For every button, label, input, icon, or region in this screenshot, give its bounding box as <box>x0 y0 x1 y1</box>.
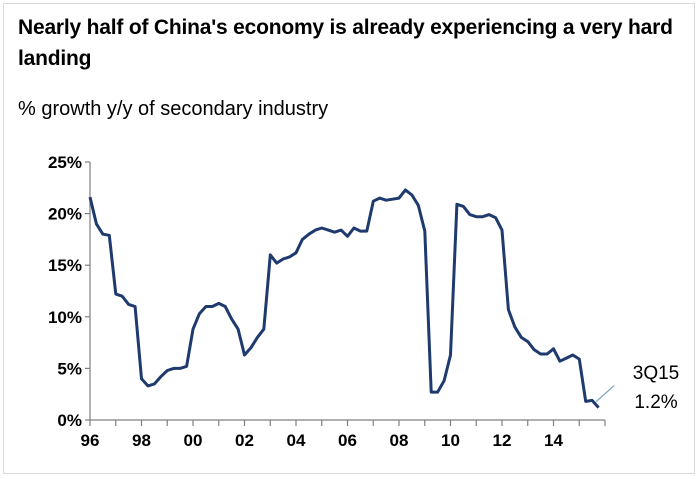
y-tick-label: 25% <box>48 153 82 172</box>
y-tick-label: 0% <box>57 411 82 430</box>
chart-frame <box>3 3 695 474</box>
x-tick-label: 00 <box>184 431 203 450</box>
annotation-label-value: 1.2% <box>634 392 677 413</box>
y-tick-label: 5% <box>57 359 82 378</box>
chart-title: Nearly half of China's economy is alread… <box>18 16 673 70</box>
annotation-label-period: 3Q15 <box>633 363 679 384</box>
x-tick-label: 04 <box>287 431 306 450</box>
x-tick-label: 08 <box>390 431 409 450</box>
annotation-leader-line <box>595 385 615 403</box>
x-tick-label: 06 <box>338 431 357 450</box>
y-tick-label: 10% <box>48 308 82 327</box>
y-axis-ticks: 0% 5% 10% 15% 20% 25% <box>48 153 90 430</box>
x-tick-label: 96 <box>81 431 100 450</box>
y-tick-label: 20% <box>48 205 82 224</box>
chart-axes <box>89 162 605 421</box>
chart-subtitle: % growth y/y of secondary industry <box>18 98 329 120</box>
series-line-growth <box>88 188 600 409</box>
x-tick-label: 02 <box>235 431 254 450</box>
x-tick-label: 12 <box>493 431 512 450</box>
y-tick-label: 15% <box>48 256 82 275</box>
annotation-layer: 3Q15 1.2% <box>595 363 679 413</box>
series-layer <box>88 188 600 409</box>
x-tick-label: 14 <box>544 431 563 450</box>
x-tick-label: 10 <box>441 431 460 450</box>
x-tick-label: 98 <box>132 431 151 450</box>
x-axis-ticks: 96 98 00 02 04 06 08 10 12 14 <box>81 420 606 450</box>
